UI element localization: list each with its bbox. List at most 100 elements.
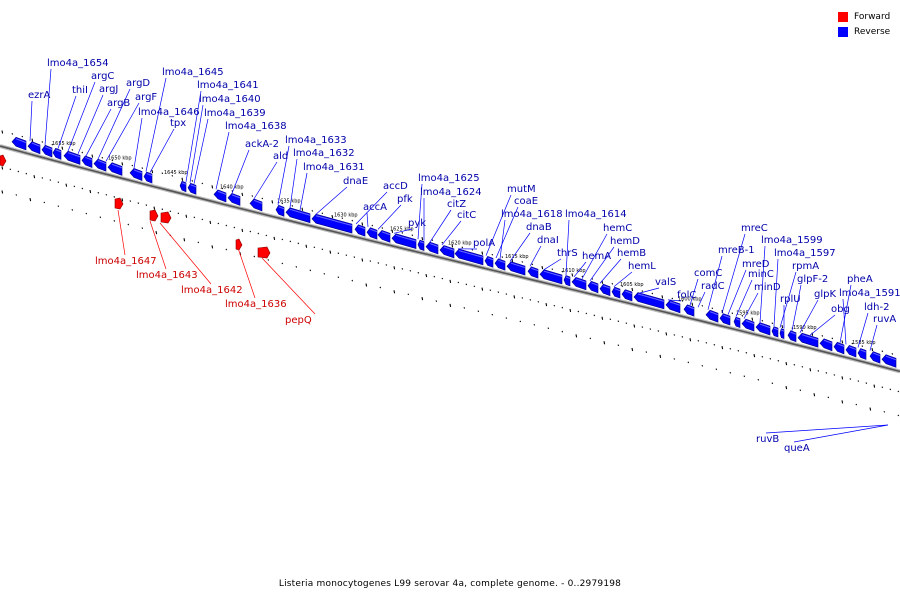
scale-tick: [11, 133, 14, 135]
reverse-gene-label[interactable]: ackA-2: [245, 139, 279, 150]
reverse-gene-label[interactable]: glpF-2: [797, 274, 828, 285]
reverse-leader-line: [573, 261, 587, 278]
reverse-gene: [439, 245, 455, 259]
reverse-gene-label[interactable]: pheA: [847, 274, 873, 285]
scale-tick: [57, 205, 60, 208]
reverse-gene-label[interactable]: hemA: [582, 251, 611, 262]
reverse-gene-label[interactable]: ald: [273, 151, 288, 162]
reverse-gene-label[interactable]: lmo4a_1654: [47, 58, 109, 69]
reverse-gene-label[interactable]: lmo4a_1597: [774, 248, 836, 259]
reverse-gene-label[interactable]: lmo4a_1633: [285, 135, 347, 146]
reverse-gene-label[interactable]: pyk: [408, 218, 426, 229]
reverse-gene-label[interactable]: argF: [135, 92, 157, 103]
reverse-gene-label[interactable]: dnaB: [526, 222, 552, 233]
reverse-gene-label[interactable]: mreC: [741, 223, 768, 234]
scale-tick: [715, 368, 718, 371]
reverse-gene-label[interactable]: pfk: [397, 194, 413, 205]
reverse-gene-label[interactable]: accA: [363, 202, 387, 213]
reverse-gene-label[interactable]: lmo4a_1638: [225, 121, 287, 132]
bottom-leader-line: [793, 424, 889, 443]
reverse-gene-label[interactable]: citZ: [447, 199, 466, 210]
scale-tick: [289, 240, 292, 243]
forward-gene-label[interactable]: lmo4a_1643: [136, 270, 198, 281]
scale-tick: [799, 389, 802, 392]
scale-tick: [85, 212, 88, 215]
reverse-gene-label[interactable]: lmo4a_1631: [303, 162, 365, 173]
reverse-gene-label[interactable]: lmo4a_1625: [418, 173, 480, 184]
scale-tick: [721, 346, 724, 350]
reverse-gene-label[interactable]: argB: [107, 98, 130, 109]
reverse-gene-label[interactable]: mreB-1: [718, 245, 755, 256]
reverse-gene-label[interactable]: coaE: [514, 196, 538, 207]
reverse-gene-label[interactable]: rplU: [780, 294, 801, 305]
gene-highlight: [735, 318, 741, 321]
scale-tick: [481, 251, 484, 255]
reverse-gene-label[interactable]: radC: [701, 281, 725, 292]
scale-tick: [61, 146, 64, 150]
forward-gene: [257, 246, 271, 259]
scale-tick: [661, 295, 664, 299]
scale-tick: [731, 312, 734, 315]
reverse-gene-label[interactable]: mutM: [507, 184, 536, 195]
bottom-gene-label[interactable]: ruvB: [756, 434, 779, 445]
reverse-gene-label[interactable]: accD: [383, 181, 408, 192]
scale-tick: [161, 208, 164, 211]
reverse-gene-label[interactable]: lmo4a_1614: [565, 209, 627, 220]
reverse-gene-label[interactable]: valS: [655, 277, 676, 288]
reverse-gene-label[interactable]: glpK: [814, 289, 836, 300]
scale-tick: [155, 231, 158, 235]
reverse-gene-label[interactable]: obg: [831, 304, 850, 315]
reverse-gene-label[interactable]: thiI: [72, 85, 88, 96]
reverse-gene-label[interactable]: lmo4a_1640: [199, 94, 261, 105]
reverse-gene-label[interactable]: ldh-2: [864, 302, 889, 313]
scale-tick: [361, 258, 364, 262]
reverse-gene-label[interactable]: lmo4a_1639: [204, 108, 266, 119]
reverse-gene-label[interactable]: minD: [754, 282, 781, 293]
reverse-gene-label[interactable]: lmo4a_1618: [501, 209, 563, 220]
reverse-gene-label[interactable]: hemC: [603, 223, 632, 234]
reverse-leader-line: [721, 233, 746, 314]
scale-tick: [501, 256, 504, 258]
reverse-gene-label[interactable]: lmo4a_1646: [138, 107, 200, 118]
scale-tick: [841, 376, 844, 380]
scale-tick: [641, 326, 644, 328]
reverse-gene-label[interactable]: mreD: [742, 259, 770, 270]
reverse-gene-label[interactable]: lmo4a_1641: [197, 80, 259, 91]
reverse-gene-label[interactable]: dnaI: [537, 235, 559, 246]
reverse-gene-label[interactable]: argC: [91, 71, 114, 82]
reverse-gene-label[interactable]: thrS: [557, 248, 578, 259]
scale-tick: [21, 135, 24, 138]
reverse-gene-label[interactable]: folC: [677, 290, 696, 301]
reverse-gene-label[interactable]: citC: [457, 210, 476, 221]
reverse-gene-label[interactable]: hemL: [628, 261, 656, 272]
scale-tick: [801, 329, 804, 332]
reverse-gene-label[interactable]: lmo4a_1645: [162, 67, 224, 78]
scale-tick: [81, 187, 84, 190]
reverse-gene-label[interactable]: rpmA: [792, 261, 819, 272]
forward-gene-label[interactable]: pepQ: [285, 315, 312, 326]
scale-tick: [471, 248, 474, 251]
reverse-gene-label[interactable]: hemB: [617, 248, 646, 259]
reverse-gene-label[interactable]: argJ: [99, 84, 118, 95]
reverse-gene-label[interactable]: argD: [126, 78, 150, 89]
reverse-gene-label[interactable]: lmo4a_1599: [761, 235, 823, 246]
reverse-gene-label[interactable]: polA: [473, 238, 495, 249]
scale-tick: [553, 304, 556, 307]
bottom-gene-label[interactable]: queA: [784, 443, 810, 454]
scale-tick: [43, 201, 46, 204]
reverse-gene-label[interactable]: comC: [694, 268, 722, 279]
reverse-gene-label[interactable]: ezrA: [28, 90, 51, 101]
forward-gene-label[interactable]: lmo4a_1636: [225, 299, 287, 310]
reverse-gene-label[interactable]: lmo4a_1591: [839, 288, 900, 299]
reverse-gene-label[interactable]: tpx: [170, 118, 186, 129]
scale-tick: [193, 216, 196, 219]
reverse-gene-label[interactable]: lmo4a_1632: [293, 148, 355, 159]
reverse-gene-label[interactable]: hemD: [610, 236, 640, 247]
reverse-gene-label[interactable]: dnaE: [343, 176, 368, 187]
reverse-gene-label[interactable]: lmo4a_1624: [420, 187, 482, 198]
scale-tick: [645, 351, 648, 353]
reverse-gene-label[interactable]: minC: [748, 269, 774, 280]
reverse-gene-label[interactable]: ruvA: [873, 314, 896, 325]
forward-gene-label[interactable]: lmo4a_1642: [181, 285, 243, 296]
forward-gene-label[interactable]: lmo4a_1647: [95, 256, 157, 267]
